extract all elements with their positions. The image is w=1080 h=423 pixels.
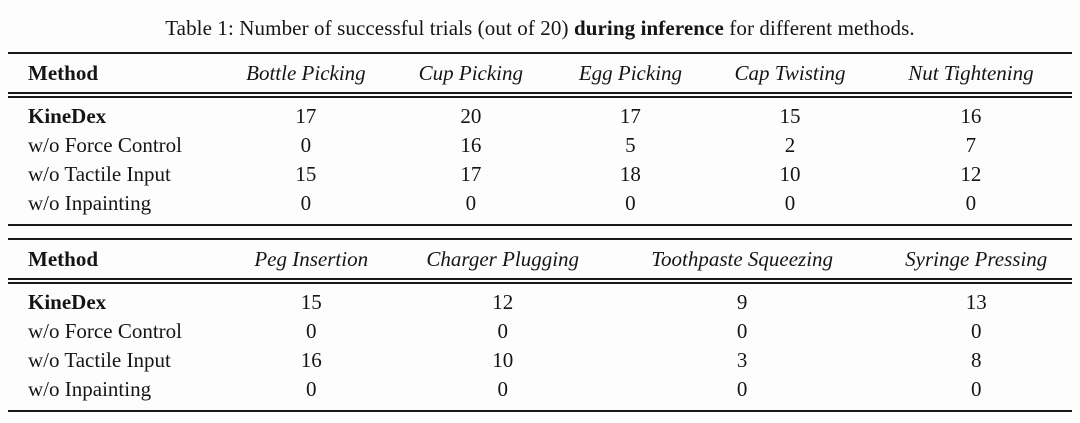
caption-bold-phrase: during inference (573, 16, 724, 40)
row-label: w/o Tactile Input (28, 162, 171, 186)
results-table-lower: Method Peg Insertion Charger Plugging To… (8, 238, 1072, 412)
cell-value: 16 (300, 348, 322, 372)
cell-value: 15 (300, 290, 322, 314)
cell-value: 0 (784, 191, 796, 215)
column-header-egg-picking: Egg Picking (550, 53, 711, 98)
cell-value: 15 (779, 104, 801, 128)
row-label: KineDex (28, 104, 107, 128)
table-row-kinedex: KineDex 15 12 9 13 (8, 281, 1072, 317)
cell-value: 10 (492, 348, 514, 372)
cell-value: 17 (460, 162, 482, 186)
cell-value: 17 (295, 104, 317, 128)
header-row: Method Bottle Picking Cup Picking Egg Pi… (8, 53, 1072, 98)
cell-value: 0 (300, 133, 312, 157)
table-row-wo-force-control: w/o Force Control 0 0 0 0 (8, 317, 1072, 346)
cell-value: 16 (460, 133, 482, 157)
cell-value: 0 (305, 377, 317, 401)
cell-value: 2 (784, 133, 796, 157)
cell-value: 16 (960, 104, 982, 128)
cell-value: 0 (625, 191, 636, 215)
column-header-method: Method (8, 53, 221, 98)
table-row-wo-force-control: w/o Force Control 0 16 5 2 7 (8, 131, 1072, 160)
row-label: w/o Tactile Input (28, 348, 171, 372)
row-label: KineDex (28, 290, 107, 314)
table-row-wo-tactile-input: w/o Tactile Input 15 17 18 10 12 (8, 160, 1072, 189)
cell-value: 0 (736, 319, 748, 343)
cell-value: 0 (970, 377, 982, 401)
table-row-wo-inpainting: w/o Inpainting 0 0 0 0 0 (8, 189, 1072, 225)
caption-suffix: for different methods. (723, 16, 915, 40)
cell-value: 10 (779, 162, 801, 186)
column-header-syringe-pressing: Syringe Pressing (880, 239, 1072, 284)
column-header-cap-twisting: Cap Twisting (710, 53, 870, 98)
cell-value: 17 (619, 104, 641, 128)
cell-value: 0 (736, 377, 748, 401)
cell-value: 9 (736, 290, 748, 314)
table-row-wo-tactile-input: w/o Tactile Input 16 10 3 8 (8, 346, 1072, 375)
header-row: Method Peg Insertion Charger Plugging To… (8, 239, 1072, 284)
cell-value: 3 (736, 348, 748, 372)
cell-value: 0 (497, 319, 509, 343)
table-row-wo-inpainting: w/o Inpainting 0 0 0 0 (8, 375, 1072, 411)
table-caption: Table 1: Number of successful trials (ou… (8, 0, 1072, 52)
row-label: w/o Force Control (28, 133, 182, 157)
cell-value: 15 (295, 162, 317, 186)
cell-value: 0 (305, 319, 317, 343)
cell-value: 0 (465, 191, 477, 215)
row-label: w/o Force Control (28, 319, 182, 343)
column-header-method: Method (8, 239, 221, 284)
cell-value: 8 (970, 348, 982, 372)
caption-prefix: Table 1: Number of successful trials (ou… (165, 16, 574, 40)
column-header-peg-insertion: Peg Insertion (220, 239, 402, 284)
cell-value: 0 (970, 319, 982, 343)
table-row-kinedex: KineDex 17 20 17 15 16 (8, 95, 1072, 131)
column-header-nut-tightening: Nut Tightening (869, 53, 1072, 98)
cell-value: 12 (960, 162, 982, 186)
cell-value: 12 (492, 290, 514, 314)
cell-value: 18 (619, 162, 641, 186)
column-header-toothpaste-squeezing: Toothpaste Squeezing (603, 239, 881, 284)
cell-value: 13 (965, 290, 987, 314)
column-header-charger-plugging: Charger Plugging (401, 239, 604, 284)
column-header-cup-picking: Cup Picking (391, 53, 551, 98)
cell-value: 7 (965, 133, 977, 157)
cell-value: 5 (625, 133, 636, 157)
cell-value: 0 (300, 191, 312, 215)
row-label: w/o Inpainting (28, 377, 152, 401)
column-header-bottle-picking: Bottle Picking (220, 53, 392, 98)
results-table-upper: Method Bottle Picking Cup Picking Egg Pi… (8, 52, 1072, 226)
cell-value: 0 (497, 377, 509, 401)
cell-value: 0 (965, 191, 977, 215)
cell-value: 20 (460, 104, 482, 128)
row-label: w/o Inpainting (28, 191, 152, 215)
